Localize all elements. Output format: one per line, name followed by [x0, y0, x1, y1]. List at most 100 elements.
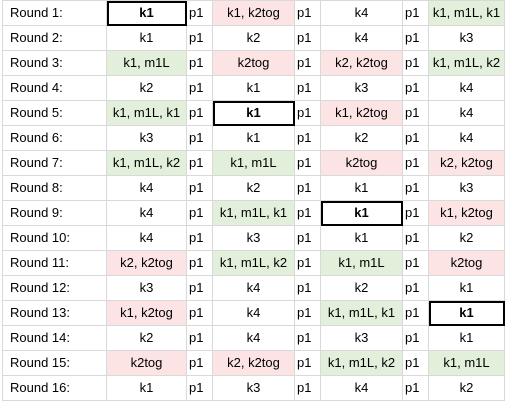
stitch-instruction-cell[interactable]: k1: [320, 200, 403, 226]
stitch-instruction-cell[interactable]: k1: [212, 100, 295, 126]
purl-separator-cell[interactable]: p1: [186, 350, 213, 376]
round-label-cell[interactable]: Round 14:: [2, 325, 107, 351]
stitch-instruction-cell[interactable]: k3: [320, 325, 403, 351]
purl-separator-cell[interactable]: p1: [294, 300, 321, 326]
purl-separator-cell[interactable]: p1: [294, 50, 321, 76]
stitch-instruction-cell[interactable]: k1: [212, 125, 295, 151]
round-label-cell[interactable]: Round 7:: [2, 150, 107, 176]
purl-separator-cell[interactable]: p1: [186, 75, 213, 101]
round-label-cell[interactable]: Round 5:: [2, 100, 107, 126]
purl-separator-cell[interactable]: p1: [402, 200, 429, 226]
round-label-cell[interactable]: Round 1:: [2, 0, 107, 26]
stitch-instruction-cell[interactable]: k2: [428, 225, 505, 251]
stitch-instruction-cell[interactable]: k3: [428, 175, 505, 201]
stitch-instruction-cell[interactable]: k2: [320, 125, 403, 151]
round-label-cell[interactable]: Round 10:: [2, 225, 107, 251]
round-label-cell[interactable]: Round 4:: [2, 75, 107, 101]
purl-separator-cell[interactable]: p1: [294, 0, 321, 26]
stitch-instruction-cell[interactable]: k4: [320, 0, 403, 26]
stitch-instruction-cell[interactable]: k1: [428, 325, 505, 351]
purl-separator-cell[interactable]: p1: [186, 200, 213, 226]
purl-separator-cell[interactable]: p1: [402, 325, 429, 351]
stitch-instruction-cell[interactable]: k3: [106, 125, 187, 151]
stitch-instruction-cell[interactable]: k4: [212, 300, 295, 326]
purl-separator-cell[interactable]: p1: [402, 250, 429, 276]
purl-separator-cell[interactable]: p1: [186, 250, 213, 276]
stitch-instruction-cell[interactable]: k1: [106, 25, 187, 51]
purl-separator-cell[interactable]: p1: [186, 300, 213, 326]
round-label-cell[interactable]: Round 8:: [2, 175, 107, 201]
stitch-instruction-cell[interactable]: k4: [320, 375, 403, 401]
stitch-instruction-cell[interactable]: k4: [212, 275, 295, 301]
stitch-instruction-cell[interactable]: k3: [212, 375, 295, 401]
stitch-instruction-cell[interactable]: k1, m1L, k2: [106, 150, 187, 176]
stitch-instruction-cell[interactable]: k2: [106, 325, 187, 351]
purl-separator-cell[interactable]: p1: [186, 100, 213, 126]
stitch-instruction-cell[interactable]: k2tog: [106, 350, 187, 376]
purl-separator-cell[interactable]: p1: [294, 325, 321, 351]
purl-separator-cell[interactable]: p1: [186, 125, 213, 151]
purl-separator-cell[interactable]: p1: [402, 25, 429, 51]
purl-separator-cell[interactable]: p1: [402, 225, 429, 251]
stitch-instruction-cell[interactable]: k3: [106, 275, 187, 301]
round-label-cell[interactable]: Round 12:: [2, 275, 107, 301]
stitch-instruction-cell[interactable]: k1, m1L: [106, 50, 187, 76]
purl-separator-cell[interactable]: p1: [186, 25, 213, 51]
stitch-instruction-cell[interactable]: k4: [106, 175, 187, 201]
stitch-instruction-cell[interactable]: k2tog: [428, 250, 505, 276]
purl-separator-cell[interactable]: p1: [294, 375, 321, 401]
stitch-instruction-cell[interactable]: k1, m1L, k1: [320, 300, 403, 326]
purl-separator-cell[interactable]: p1: [294, 125, 321, 151]
stitch-instruction-cell[interactable]: k1, m1L, k1: [428, 0, 505, 26]
stitch-instruction-cell[interactable]: k2: [212, 25, 295, 51]
stitch-instruction-cell[interactable]: k1: [106, 0, 187, 26]
purl-separator-cell[interactable]: p1: [294, 275, 321, 301]
stitch-instruction-cell[interactable]: k1, m1L: [320, 250, 403, 276]
purl-separator-cell[interactable]: p1: [294, 200, 321, 226]
purl-separator-cell[interactable]: p1: [402, 275, 429, 301]
round-label-cell[interactable]: Round 6:: [2, 125, 107, 151]
round-label-cell[interactable]: Round 9:: [2, 200, 107, 226]
stitch-instruction-cell[interactable]: k3: [320, 75, 403, 101]
stitch-instruction-cell[interactable]: k1, m1L, k2: [320, 350, 403, 376]
purl-separator-cell[interactable]: p1: [402, 300, 429, 326]
purl-separator-cell[interactable]: p1: [402, 375, 429, 401]
stitch-instruction-cell[interactable]: k2, k2tog: [428, 150, 505, 176]
purl-separator-cell[interactable]: p1: [294, 175, 321, 201]
purl-separator-cell[interactable]: p1: [402, 50, 429, 76]
purl-separator-cell[interactable]: p1: [186, 175, 213, 201]
purl-separator-cell[interactable]: p1: [294, 350, 321, 376]
stitch-instruction-cell[interactable]: k2, k2tog: [212, 350, 295, 376]
stitch-instruction-cell[interactable]: k1, m1L, k2: [428, 50, 505, 76]
stitch-instruction-cell[interactable]: k1, k2tog: [428, 200, 505, 226]
stitch-instruction-cell[interactable]: k2, k2tog: [106, 250, 187, 276]
stitch-instruction-cell[interactable]: k1: [106, 375, 187, 401]
stitch-instruction-cell[interactable]: k1, m1L, k2: [212, 250, 295, 276]
round-label-cell[interactable]: Round 11:: [2, 250, 107, 276]
stitch-instruction-cell[interactable]: k1: [320, 175, 403, 201]
purl-separator-cell[interactable]: p1: [294, 100, 321, 126]
stitch-instruction-cell[interactable]: k1: [428, 300, 505, 326]
round-label-cell[interactable]: Round 15:: [2, 350, 107, 376]
purl-separator-cell[interactable]: p1: [294, 25, 321, 51]
purl-separator-cell[interactable]: p1: [402, 150, 429, 176]
stitch-instruction-cell[interactable]: k4: [106, 225, 187, 251]
stitch-instruction-cell[interactable]: k4: [106, 200, 187, 226]
purl-separator-cell[interactable]: p1: [402, 0, 429, 26]
stitch-instruction-cell[interactable]: k4: [320, 25, 403, 51]
purl-separator-cell[interactable]: p1: [186, 150, 213, 176]
purl-separator-cell[interactable]: p1: [402, 125, 429, 151]
round-label-cell[interactable]: Round 2:: [2, 25, 107, 51]
purl-separator-cell[interactable]: p1: [186, 325, 213, 351]
purl-separator-cell[interactable]: p1: [294, 250, 321, 276]
purl-separator-cell[interactable]: p1: [294, 225, 321, 251]
stitch-instruction-cell[interactable]: k1, m1L: [212, 150, 295, 176]
stitch-instruction-cell[interactable]: k2tog: [212, 50, 295, 76]
stitch-instruction-cell[interactable]: k4: [212, 325, 295, 351]
round-label-cell[interactable]: Round 16:: [2, 375, 107, 401]
stitch-instruction-cell[interactable]: k4: [428, 125, 505, 151]
purl-separator-cell[interactable]: p1: [294, 75, 321, 101]
stitch-instruction-cell[interactable]: k2: [212, 175, 295, 201]
stitch-instruction-cell[interactable]: k3: [212, 225, 295, 251]
stitch-instruction-cell[interactable]: k1, k2tog: [212, 0, 295, 26]
